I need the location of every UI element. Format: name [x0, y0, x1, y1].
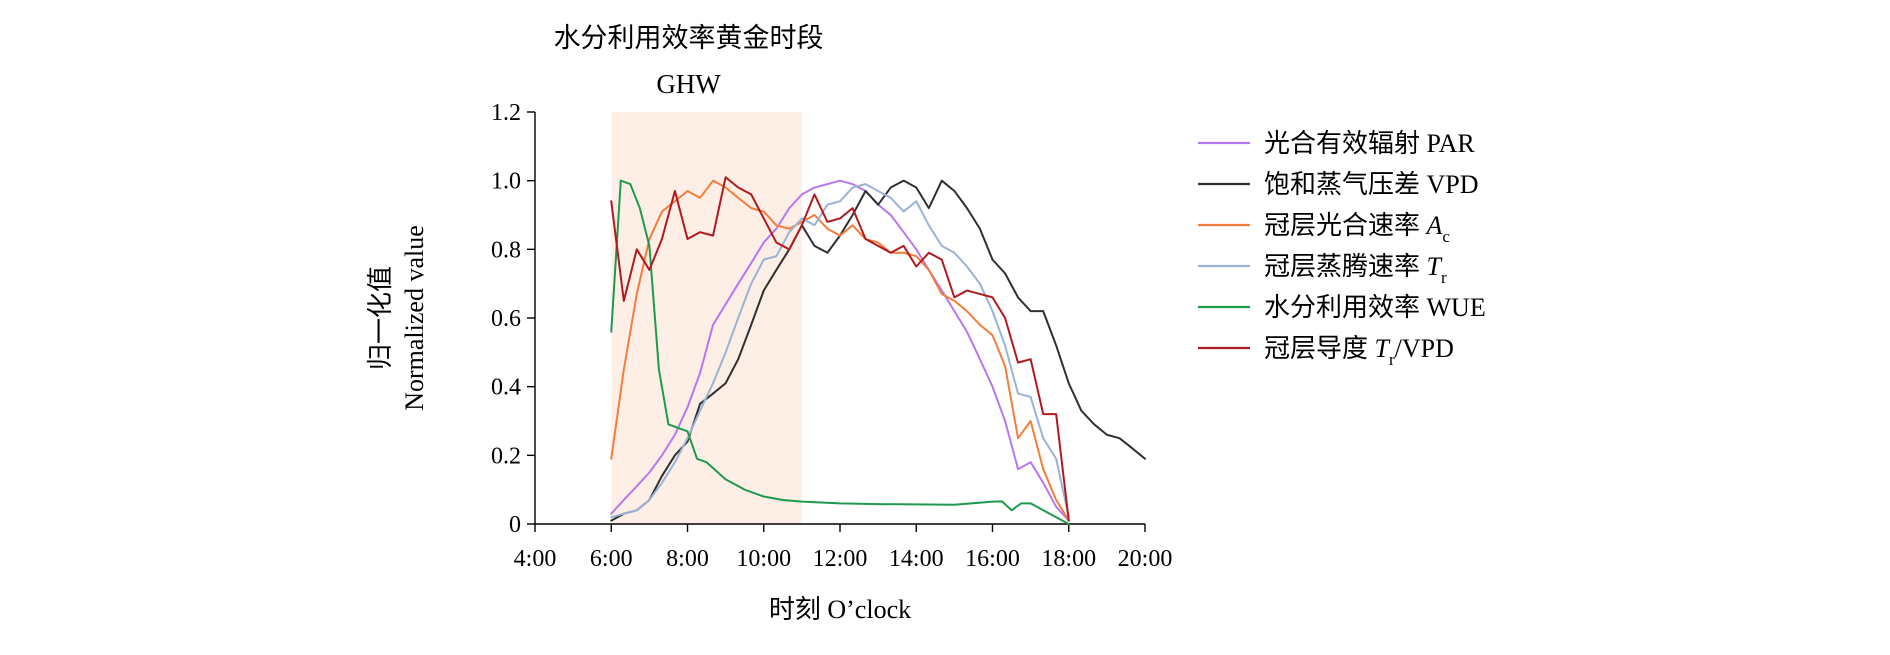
series-line-2 [610, 179, 1070, 522]
y-tick-label: 0.4 [491, 375, 521, 401]
legend-label-after: /VPD [1395, 334, 1454, 363]
y-axis-title-en: Normalized value [400, 225, 429, 411]
y-axis-title-cn: 归一化值 [366, 266, 395, 370]
y-tick-label: 1.2 [491, 100, 521, 126]
legend-label-italic: A [1425, 211, 1443, 240]
x-tick-label: 20:00 [1118, 546, 1173, 572]
x-tick-label: 8:00 [666, 546, 709, 572]
legend-label-italic: T [1375, 334, 1391, 363]
legend-label-2: 冠层光合速率 Ac [1264, 211, 1450, 246]
y-tick-label: 1.0 [491, 169, 521, 195]
legend-label-3: 冠层蒸腾速率 Tr [1264, 252, 1447, 287]
x-tick-label: 10:00 [736, 546, 791, 572]
ghw-label-en: GHW [656, 69, 721, 99]
x-tick-label: 18:00 [1041, 546, 1096, 572]
ghw-band [611, 112, 802, 524]
x-tick-label: 4:00 [514, 546, 557, 572]
y-tick-label: 0.2 [491, 443, 521, 469]
x-tick-label: 14:00 [889, 546, 944, 572]
legend-label-main: 冠层蒸腾速率 [1264, 252, 1427, 281]
series-line-4 [610, 179, 1070, 525]
y-tick-label: 0 [509, 512, 521, 538]
legend-label-sub: r [1389, 350, 1395, 369]
legend-label-sub: c [1442, 227, 1450, 246]
x-tick-label: 16:00 [965, 546, 1020, 572]
legend-label-4: 水分利用效率 WUE [1264, 293, 1486, 322]
legend-label-sub: r [1441, 268, 1447, 287]
x-axis-title: 时刻 O’clock [769, 595, 911, 624]
legend-label-1: 饱和蒸气压差 VPD [1264, 170, 1479, 199]
x-tick-label: 6:00 [590, 546, 633, 572]
series-line-0 [610, 179, 1070, 522]
y-tick-label: 0.6 [491, 306, 521, 332]
ghw-label-cn: 水分利用效率黄金时段 [554, 23, 824, 53]
series-line-5 [610, 176, 1070, 522]
legend-label-0: 光合有效辐射 PAR [1264, 129, 1475, 158]
legend-label-main: 冠层导度 [1264, 334, 1375, 363]
legend-label-5: 冠层导度 Tr/VPD [1264, 334, 1454, 369]
series-line-3 [610, 183, 1070, 519]
legend-label-italic: T [1427, 252, 1443, 281]
legend-label-main: 冠层光合速率 [1264, 211, 1427, 240]
y-tick-label: 0.8 [491, 237, 521, 263]
series-line-1 [610, 179, 1146, 522]
x-tick-label: 12:00 [813, 546, 868, 572]
